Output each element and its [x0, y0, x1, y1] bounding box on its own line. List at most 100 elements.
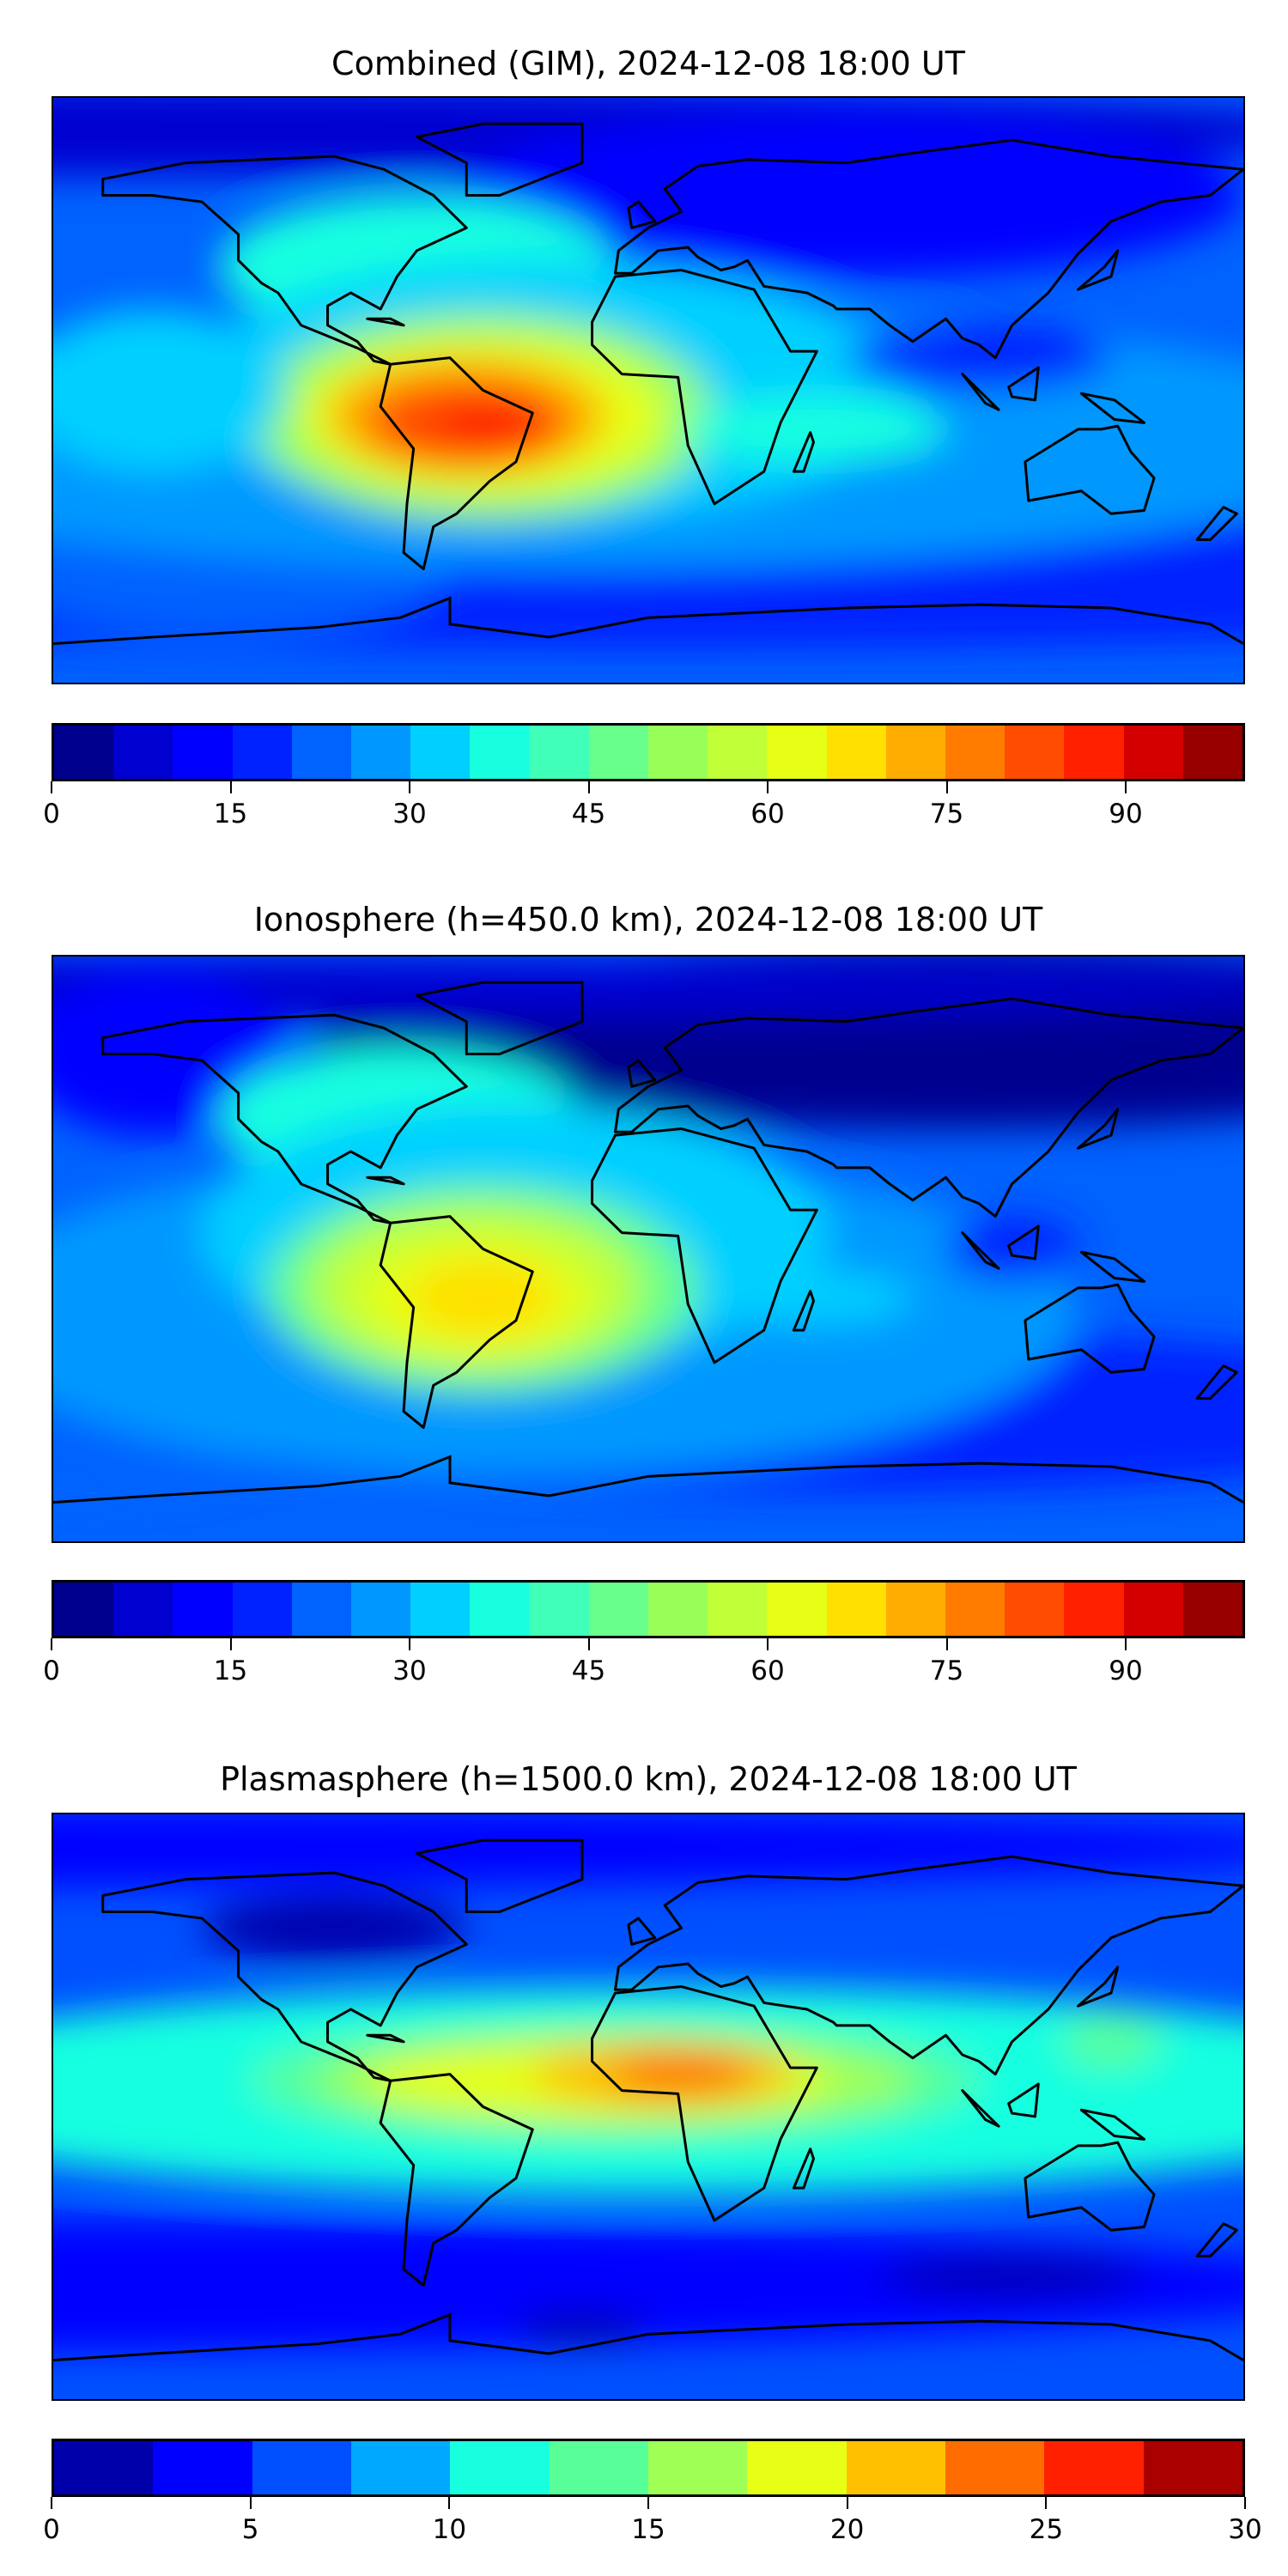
colorbar-tick-mark	[1125, 781, 1127, 793]
colorbar-tick-mark	[846, 2497, 848, 2509]
colorbar-tick-label: 45	[571, 1656, 606, 1686]
colorbar-bin	[529, 726, 589, 779]
colorbar-tick-label: 0	[43, 799, 60, 829]
coastline	[961, 2089, 1000, 2128]
coastline-antarctica	[53, 1455, 1243, 1504]
colorbar-bin	[1143, 2441, 1242, 2494]
colorbar-tick-label: 60	[750, 1656, 785, 1686]
coastline	[614, 1855, 1243, 2076]
colorbar-tick-mark	[409, 781, 410, 793]
colorbar-tick-mark	[587, 1638, 590, 1650]
colorbar-ticks-plasmasphere: 0 5 10 15 20 25 30	[43, 2497, 1262, 2557]
colorbar-bin	[410, 1583, 471, 1636]
coastline	[366, 2033, 405, 2044]
contour-region	[516, 2311, 648, 2344]
tec-contour-map	[53, 98, 1243, 683]
colorbar-bin	[1064, 726, 1124, 779]
coastline	[627, 1059, 657, 1088]
coastline	[591, 1985, 818, 2222]
colorbar-tick-label: 15	[213, 799, 248, 829]
coastline	[1077, 1965, 1120, 2008]
colorbar-bin	[767, 726, 827, 779]
map-combined	[52, 96, 1245, 684]
colorbar-tick-mark	[51, 1638, 52, 1650]
coastline	[627, 1917, 657, 1946]
colorbar-tick-label: 0	[43, 1656, 60, 1686]
colorbar-tick-mark	[945, 781, 948, 793]
colorbar-bin	[113, 1583, 173, 1636]
colorbar-bin	[350, 2441, 451, 2494]
coastline	[1079, 2108, 1145, 2141]
coastline	[379, 2073, 534, 2287]
colorbar-bin	[1005, 726, 1065, 779]
coastline	[416, 122, 584, 197]
colorbar-bin	[588, 1583, 649, 1636]
colorbar-bin	[708, 1583, 768, 1636]
colorbar-bin	[450, 2441, 550, 2494]
coastline	[1024, 424, 1156, 515]
coastline	[1007, 1224, 1040, 1261]
colorbar-bin	[351, 1583, 411, 1636]
contour-region	[847, 325, 1111, 391]
coastline	[1079, 1250, 1145, 1283]
coastline	[1007, 2082, 1040, 2118]
coastline	[792, 1290, 815, 1332]
colorbar-combined	[52, 723, 1245, 781]
colorbar-bin	[826, 726, 886, 779]
contour-region	[53, 972, 285, 1136]
colorbar-tick-mark	[448, 2497, 451, 2509]
coastline	[1007, 366, 1040, 402]
contour-region	[608, 2054, 755, 2094]
coastline	[1079, 392, 1145, 424]
colorbar-bin	[54, 726, 114, 779]
colorbar-bin	[1182, 726, 1243, 779]
colorbar-bin	[708, 726, 768, 779]
coastline	[1195, 2222, 1238, 2258]
coastline	[1077, 249, 1120, 291]
coastline-antarctica	[53, 596, 1243, 646]
colorbar-tick-label: 90	[1109, 799, 1143, 829]
colorbar-bin	[549, 2441, 648, 2494]
coastline	[366, 1176, 405, 1186]
colorbar-tick-mark	[1244, 2497, 1246, 2509]
colorbar-tick-mark	[767, 781, 769, 793]
coastline	[792, 2148, 815, 2190]
colorbar-tick-label: 90	[1109, 1656, 1143, 1686]
colorbar-bin	[826, 1583, 886, 1636]
contour-region	[53, 308, 285, 472]
tec-contour-map	[53, 957, 1243, 1541]
coastline	[379, 1215, 534, 1430]
map-ionosphere	[52, 955, 1245, 1543]
coastline	[101, 1013, 468, 1224]
colorbar-bin	[470, 726, 530, 779]
colorbar-tick-mark	[1045, 2497, 1048, 2509]
colorbar-tick-mark	[587, 781, 590, 793]
contour-region	[681, 397, 946, 462]
coastline-antarctica	[53, 2312, 1243, 2362]
colorbar-tick-mark	[767, 1638, 769, 1650]
colorbar-tick-label: 75	[929, 1656, 964, 1686]
colorbar-tick-label: 30	[392, 799, 427, 829]
colorbar-bin	[410, 726, 471, 779]
colorbar-bin	[648, 726, 708, 779]
colorbar-tick-label: 5	[241, 2514, 259, 2545]
colorbar-ionosphere	[52, 1580, 1245, 1638]
colorbar-tick-label: 30	[392, 1656, 427, 1686]
colorbar-bin	[945, 2441, 1045, 2494]
colorbar-tick-mark	[409, 1638, 410, 1650]
colorbar-tick-label: 75	[929, 799, 964, 829]
title-ionosphere: Ionosphere (h=450.0 km), 2024-12-08 18:0…	[253, 901, 1043, 939]
colorbar-tick-mark	[229, 781, 232, 793]
colorbar-tick-mark	[945, 1638, 948, 1650]
colorbar-bin	[1044, 2441, 1144, 2494]
coastline	[379, 356, 534, 571]
coastline	[101, 1871, 468, 2082]
colorbar-bin	[173, 1583, 233, 1636]
contour-region	[945, 1216, 1078, 1282]
colorbar-bin	[291, 726, 352, 779]
coastline	[416, 1838, 584, 1913]
contour-region	[202, 1895, 467, 1961]
colorbar-tick-label: 0	[43, 2514, 60, 2545]
colorbar-bin	[647, 2441, 748, 2494]
colorbar-tick-label: 60	[750, 799, 785, 829]
